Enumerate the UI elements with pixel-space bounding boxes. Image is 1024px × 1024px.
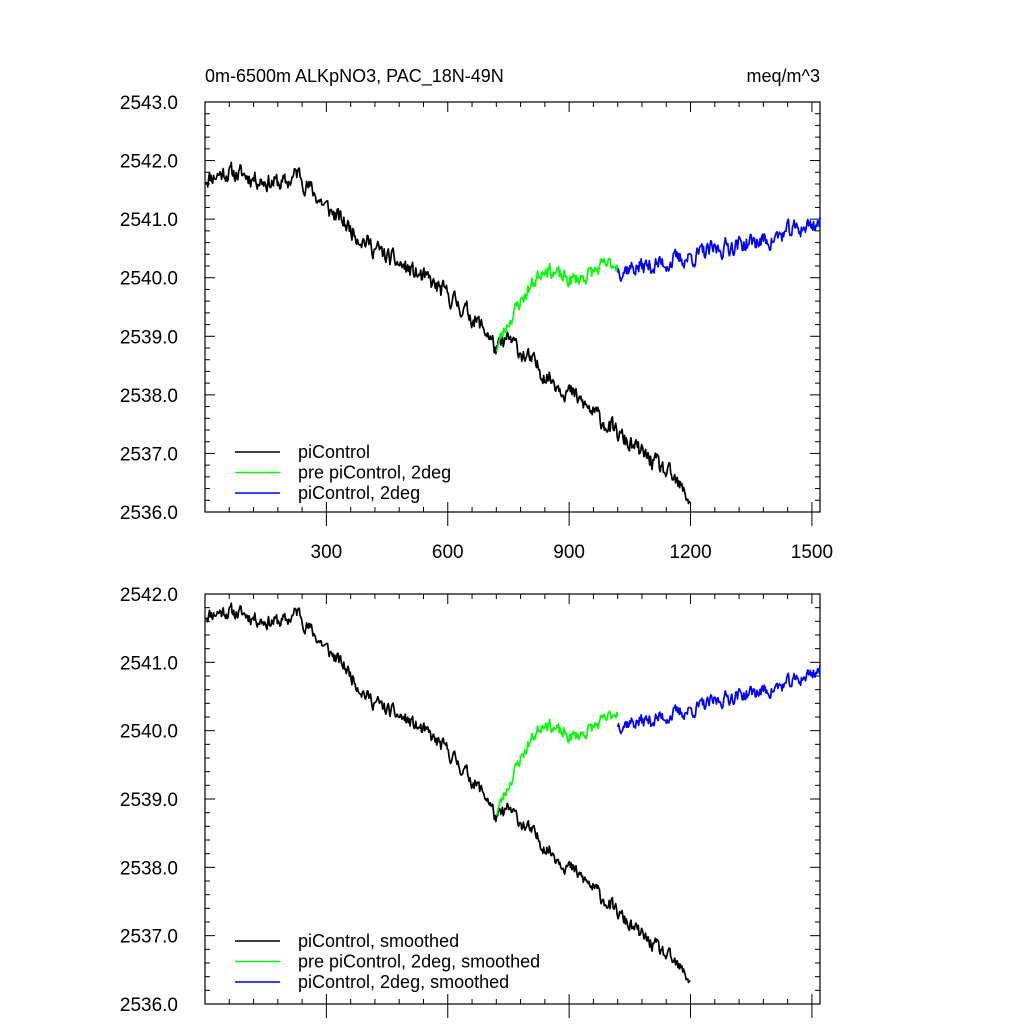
y-tick-label: 2541.0 — [120, 210, 178, 231]
series-line-2 — [495, 710, 619, 816]
y-tick-label: 2541.0 — [120, 653, 178, 674]
y-tick-label: 2539.0 — [120, 327, 178, 348]
y-tick-label: 2542.0 — [120, 152, 178, 173]
legend-label: piControl, smoothed — [298, 931, 459, 951]
legend-label: pre piControl, 2deg, smoothed — [298, 952, 540, 972]
x-tick-label: 300 — [311, 542, 343, 563]
bottom-panel: 2536.0 2537.0 2538.0 2539.0 2540.0 2541.0 2542… — [120, 585, 821, 1018]
y-tick-label: 2536.0 — [120, 503, 178, 524]
legend-label: piControl — [298, 442, 370, 462]
series-line-3 — [616, 217, 821, 282]
y-tick-label: 2537.0 — [120, 444, 178, 465]
series-line-2 — [495, 257, 619, 352]
series-line-3 — [616, 665, 821, 735]
x-tick-label: 900 — [553, 542, 585, 563]
legend-label: piControl, 2deg — [298, 483, 420, 503]
legend-label: pre piControl, 2deg — [298, 463, 451, 483]
y-tick-label: 2539.0 — [120, 790, 178, 811]
y-tick-label: 2543.0 — [120, 93, 178, 114]
y-tick-label: 2536.0 — [120, 995, 178, 1016]
y-tick-label: 2542.0 — [120, 585, 178, 606]
y-tick-label: 2540.0 — [120, 722, 178, 743]
x-tick-label: 1200 — [669, 542, 711, 563]
top-panel: 0m-6500m ALKpNO3, PAC_18N-49N meq/m^3 2536… — [120, 66, 833, 563]
series-line-1 — [204, 161, 691, 505]
y-tick-label: 2537.0 — [120, 927, 178, 948]
plot-frame — [204, 101, 821, 513]
units-label: meq/m^3 — [747, 66, 820, 86]
x-tick-label: 1500 — [791, 542, 833, 563]
x-tick-label: 600 — [432, 542, 464, 563]
series-line-1 — [204, 602, 691, 984]
chart-title: 0m-6500m ALKpNO3, PAC_18N-49N — [205, 66, 504, 87]
y-tick-label: 2538.0 — [120, 858, 178, 879]
legend-label: piControl, 2deg, smoothed — [298, 972, 509, 992]
y-tick-label: 2540.0 — [120, 269, 178, 290]
y-tick-label: 2538.0 — [120, 386, 178, 407]
